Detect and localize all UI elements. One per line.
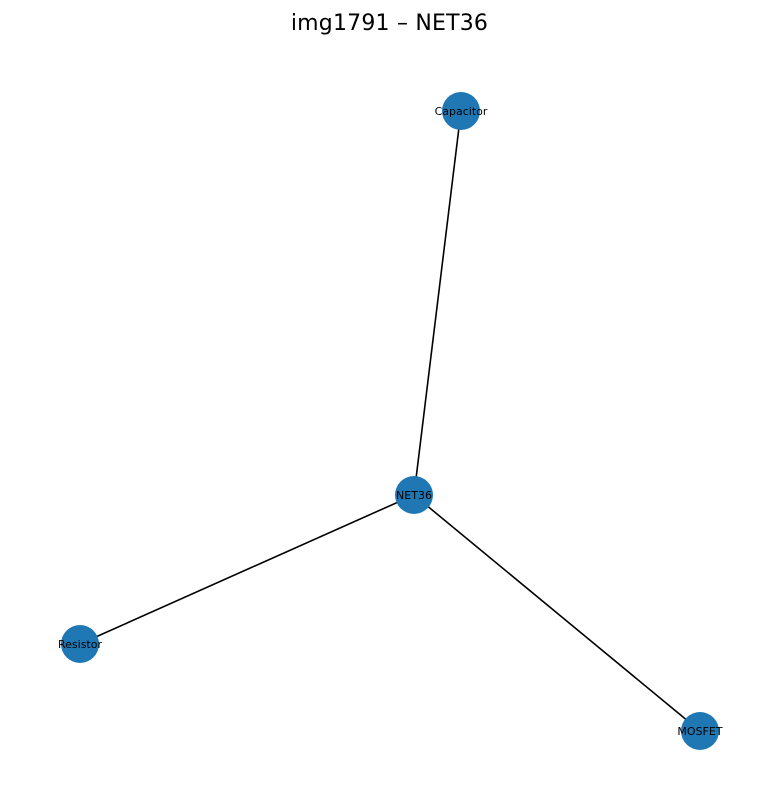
node-resistor-circle (61, 625, 99, 663)
node-net36-circle (395, 476, 433, 514)
edge-layer (79, 110, 701, 732)
edge-net36-capacitor (413, 110, 462, 496)
node-net36: NET36 (395, 476, 433, 514)
edge-net36-resistor (79, 494, 415, 645)
node-resistor-label: Resistor (58, 638, 102, 651)
node-resistor: Resistor (58, 625, 102, 663)
node-capacitor-label: Capacitor (435, 105, 488, 118)
node-capacitor: Capacitor (435, 92, 488, 130)
node-mosfet-circle (681, 712, 719, 750)
node-net36-label: NET36 (396, 489, 432, 502)
diagram-title: img1791 – NET36 (290, 11, 489, 36)
node-mosfet-label: MOSFET (677, 725, 722, 738)
edge-net36-mosfet (413, 494, 701, 732)
node-layer: NET36 Capacitor Resistor MOSFET (58, 92, 723, 750)
node-mosfet: MOSFET (677, 712, 723, 750)
node-capacitor-circle (442, 92, 480, 130)
